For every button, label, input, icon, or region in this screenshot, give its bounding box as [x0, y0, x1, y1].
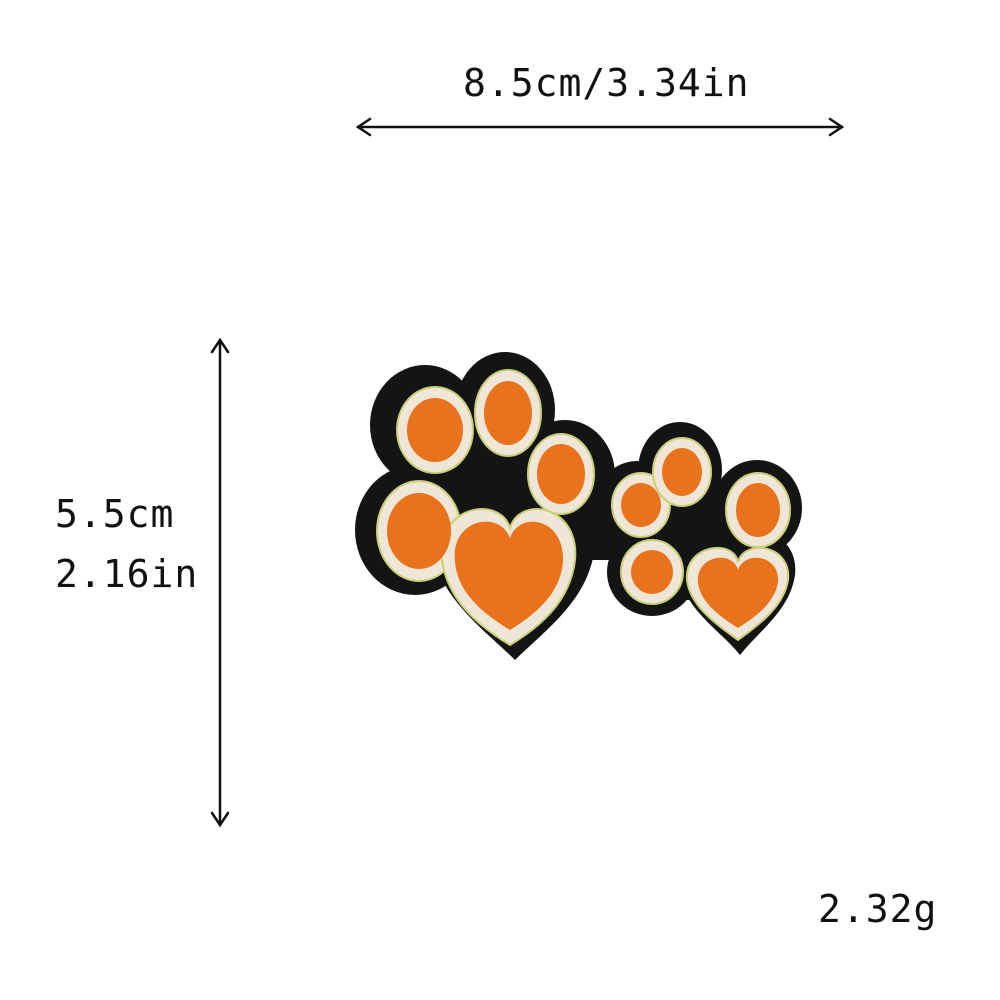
- patch-fill: [387, 381, 780, 630]
- width-dimension-label: 8.5cm/3.34in: [463, 61, 750, 105]
- weight-label: 2.32g: [818, 887, 938, 931]
- width-arrow-icon: [355, 117, 845, 137]
- height-dimension-cm-label: 5.5cm: [55, 492, 175, 536]
- height-arrow-icon: [210, 337, 230, 828]
- height-dimension-in-label: 2.16in: [55, 552, 199, 596]
